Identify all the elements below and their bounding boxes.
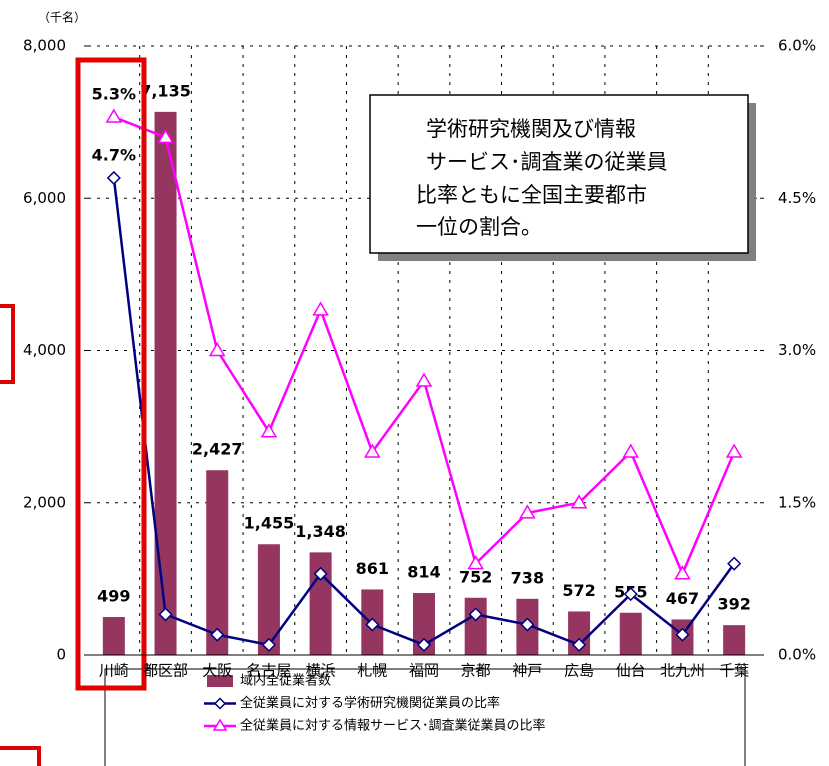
annotation-line: 一位の割合。 (416, 215, 542, 239)
point-marker (105, 108, 123, 123)
bar-value-label: 738 (511, 568, 544, 587)
bar (464, 597, 487, 655)
bar-value-label: 861 (356, 559, 389, 578)
x-tick-label: 神戸 (512, 662, 542, 680)
annotation-line: サービス･調査業の従業員 (426, 150, 668, 174)
point-marker (727, 556, 742, 571)
bar (619, 612, 642, 655)
bar-value-label: 814 (407, 563, 440, 582)
legend-marker (213, 697, 227, 710)
point-marker (260, 423, 278, 438)
x-tick-label: 横浜 (306, 662, 336, 680)
plot: 4997,1352,4271,4551,34886181475273857255… (92, 81, 751, 655)
x-tick-label: 都区部 (143, 662, 188, 680)
legend: 域内全従業者数全従業員に対する学術研究機関従業員の比率全従業員に対する情報サービ… (204, 673, 546, 734)
x-tick-label: 札幌 (357, 662, 387, 680)
point-marker (415, 372, 433, 387)
highlight-box (0, 746, 41, 766)
y-tick-label: 0 (56, 646, 66, 664)
point-marker (210, 627, 225, 642)
legend-swatch (207, 675, 233, 687)
legend-frame (104, 668, 746, 766)
bar (154, 111, 177, 655)
annotation-line: 比率ともに全国主要都市 (416, 183, 647, 207)
x-tick-label: 千葉 (719, 662, 749, 680)
point-marker (416, 637, 432, 652)
point-marker (208, 342, 226, 357)
x-tick-label: 京都 (461, 662, 491, 680)
bar (413, 593, 435, 655)
point-marker (261, 637, 276, 652)
bar-value-label: 1,348 (295, 522, 346, 541)
point-marker (312, 301, 329, 316)
bar-value-label: 572 (562, 581, 595, 600)
bar (102, 617, 125, 655)
x-tick-label: 広島 (564, 662, 594, 680)
bar-value-label: 499 (97, 587, 130, 606)
point-marker (158, 607, 173, 622)
line-value-label: 5.3% (92, 85, 136, 104)
point-marker (520, 617, 535, 632)
y2-tick-label: 0.0% (778, 646, 816, 664)
bar (257, 544, 280, 655)
y2-tick-label: 1.5% (778, 493, 816, 511)
x-tick-label: 仙台 (616, 662, 646, 680)
point-marker (570, 494, 588, 509)
point-marker (725, 443, 743, 458)
legend-label: 域内全従業者数 (240, 673, 331, 689)
point-marker (157, 128, 174, 144)
point-marker (675, 627, 690, 642)
x-tick-label: 北九州 (660, 662, 705, 680)
bar-value-label: 752 (459, 567, 492, 586)
y-tick-label: 6,000 (23, 189, 66, 207)
point-marker (365, 617, 380, 632)
annotation-frame (369, 94, 749, 254)
point-marker (623, 587, 638, 602)
point-marker (674, 565, 691, 580)
point-marker (313, 566, 328, 581)
bar (206, 470, 229, 655)
y-tick-label: 8,000 (23, 37, 66, 55)
annotation-box: 学術研究機関及び情報 サービス･調査業の従業員 比率ともに全国主要都市 一位の割… (369, 94, 756, 261)
bar-value-label: 2,427 (192, 440, 243, 459)
annotation-line: 学術研究機関及び情報 (426, 117, 636, 141)
y2-tick-label: 4.5% (778, 189, 816, 207)
bar (723, 625, 746, 655)
bar-value-label: 7,135 (140, 81, 191, 100)
point-marker (519, 504, 536, 519)
y2-tick-label: 3.0% (778, 341, 816, 359)
y-tick-label: 2,000 (23, 493, 66, 511)
unit-label: （千名） (38, 10, 86, 25)
point-marker (622, 443, 640, 458)
point-marker (468, 607, 483, 622)
point-marker (572, 637, 587, 652)
point-marker (106, 170, 121, 186)
point-marker (467, 555, 484, 570)
legend-label: 全従業員に対する学術研究機関従業員の比率 (240, 695, 500, 711)
point-marker (364, 443, 381, 458)
y-tick-label: 4,000 (23, 341, 66, 359)
bar-value-label: 392 (717, 595, 750, 614)
x-tick-label: 福岡 (409, 662, 439, 680)
line-value-label: 4.7% (92, 145, 136, 164)
x-tick-label: 川崎 (99, 662, 129, 680)
bar-value-label: 467 (666, 589, 699, 608)
bar-value-label: 1,455 (244, 514, 295, 533)
legend-label: 全従業員に対する情報サービス･調査業従業員の比率 (240, 718, 546, 734)
y2-tick-label: 6.0% (778, 37, 816, 55)
x-tick-label: 名古屋 (246, 662, 291, 680)
highlight-box (0, 304, 15, 384)
x-tick-label: 大阪 (202, 662, 232, 680)
legend-marker (212, 718, 228, 731)
highlight-box (75, 57, 147, 691)
